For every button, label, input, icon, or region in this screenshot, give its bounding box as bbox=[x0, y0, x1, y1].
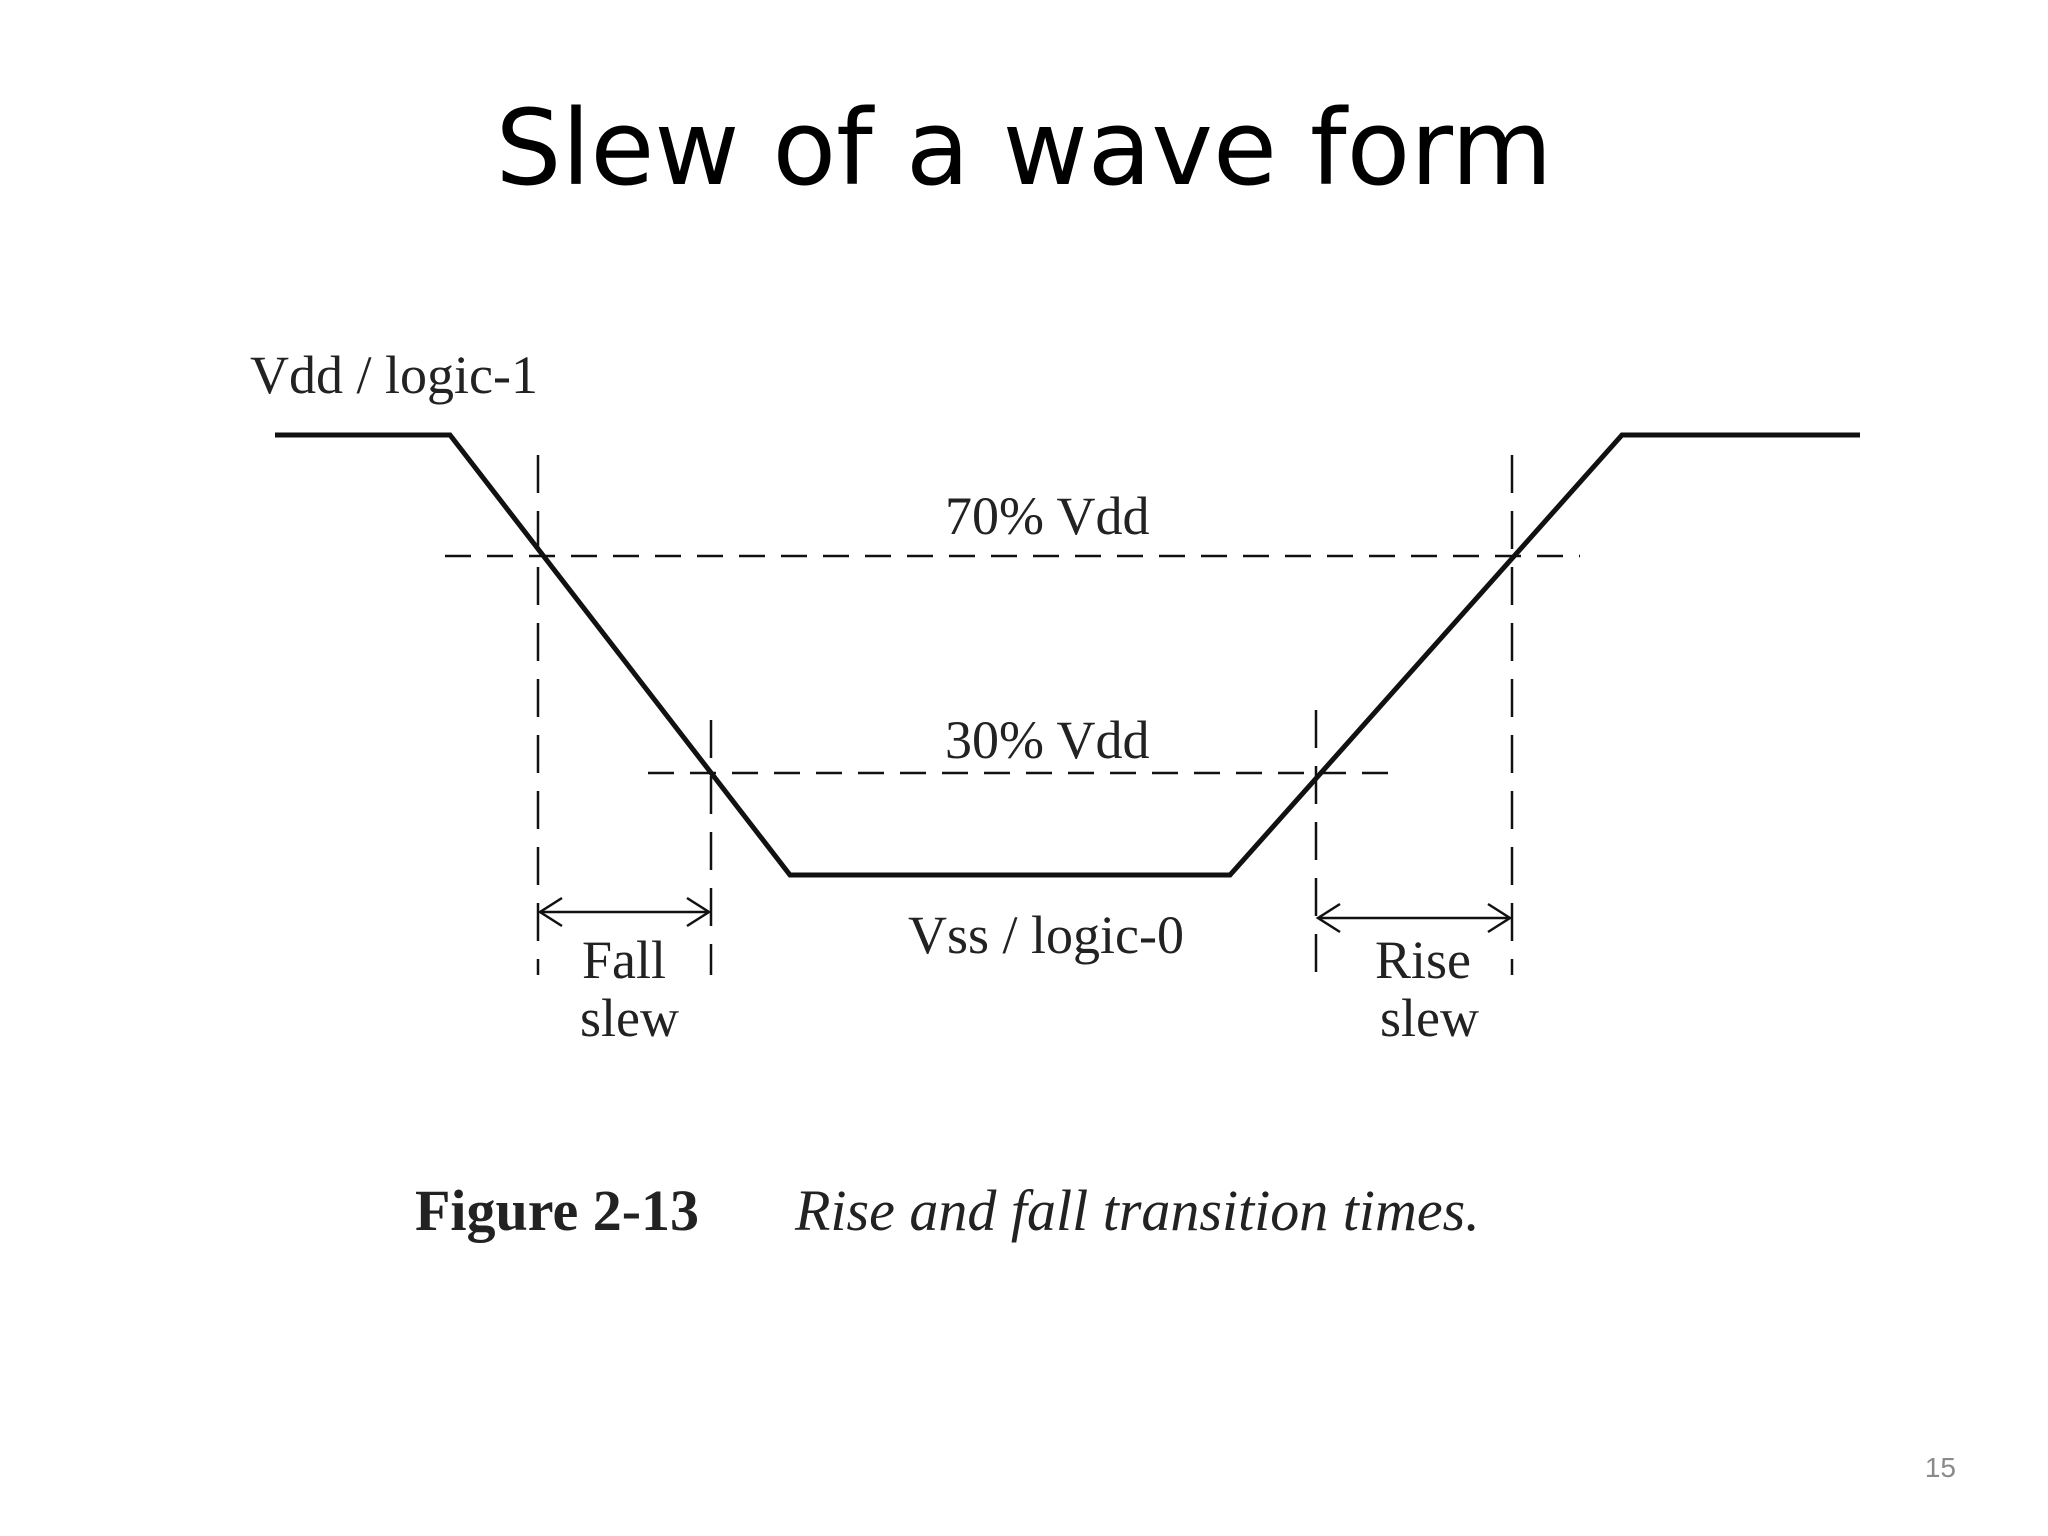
fall-slew-arrow bbox=[537, 896, 712, 928]
level-70-label: 70% Vdd bbox=[945, 486, 1150, 546]
figure-caption: Rise and fall transition times. bbox=[794, 1178, 1480, 1243]
fall-label-line1: Fall bbox=[582, 930, 666, 990]
rise-label-line1: Rise bbox=[1375, 930, 1471, 990]
waveform-line bbox=[275, 432, 1860, 878]
fall-label-line2: slew bbox=[580, 988, 679, 1048]
slide-title: Slew of a wave form bbox=[495, 87, 1553, 209]
vss-label: Vss / logic-0 bbox=[908, 905, 1184, 965]
level-30-label: 30% Vdd bbox=[945, 710, 1150, 770]
page-number: 15 bbox=[1924, 1452, 1956, 1483]
rise-slew-arrow bbox=[1315, 902, 1513, 934]
rise-label-line2: slew bbox=[1380, 988, 1479, 1048]
figure-number: Figure 2-13 bbox=[415, 1178, 699, 1243]
vdd-label: Vdd / logic-1 bbox=[250, 345, 538, 405]
